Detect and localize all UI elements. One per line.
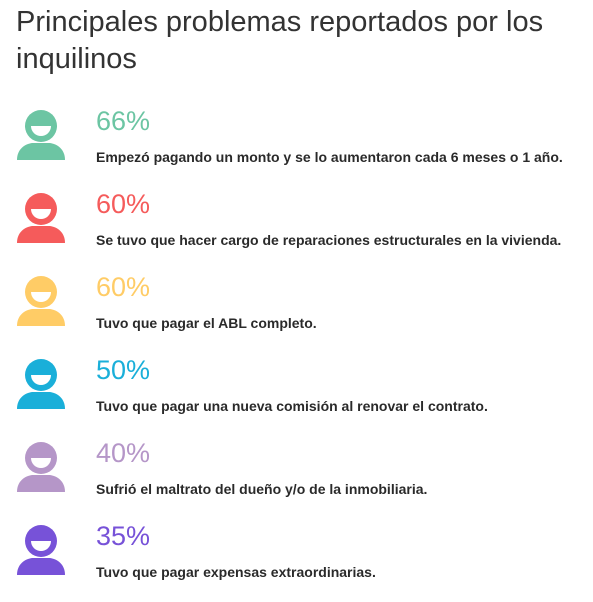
- person-smile: [31, 292, 51, 302]
- percentage-value: 60%: [96, 272, 151, 302]
- person-icon: [17, 193, 65, 243]
- person-smile: [31, 126, 51, 136]
- problem-description: Tuvo que pagar el ABL completo.: [96, 315, 317, 331]
- percentage-value: 50%: [96, 355, 151, 385]
- problem-description: Sufrió el maltrato del dueño y/o de la i…: [96, 481, 428, 497]
- person-smile: [31, 375, 51, 385]
- problem-description: Empezó pagando un monto y se lo aumentar…: [96, 149, 563, 165]
- person-icon: [17, 110, 65, 160]
- problem-description: Tuvo que pagar expensas extraordinarias.: [96, 564, 376, 580]
- person-smile: [31, 541, 51, 551]
- person-body: [17, 558, 65, 575]
- person-body: [17, 226, 65, 243]
- list-item: 60% Tuvo que pagar el ABL completo.: [0, 270, 593, 353]
- person-body: [17, 475, 65, 492]
- problem-description: Se tuvo que hacer cargo de reparaciones …: [96, 232, 562, 248]
- list-item: 35% Tuvo que pagar expensas extraordinari…: [0, 519, 593, 602]
- person-body: [17, 143, 65, 160]
- person-icon: [17, 525, 65, 575]
- list-item: 66% Empezó pagando un monto y se lo aumen…: [0, 104, 593, 187]
- problem-list: 66% Empezó pagando un monto y se lo aumen…: [0, 104, 593, 602]
- person-body: [17, 309, 65, 326]
- person-icon: [17, 442, 65, 492]
- list-item: 50% Tuvo que pagar una nueva comisión al …: [0, 353, 593, 436]
- list-item: 40% Sufrió el maltrato del dueño y/o de l…: [0, 436, 593, 519]
- person-smile: [31, 209, 51, 219]
- person-body: [17, 392, 65, 409]
- percentage-value: 60%: [96, 189, 151, 219]
- problem-description: Tuvo que pagar una nueva comisión al ren…: [96, 398, 488, 414]
- list-item: 60% Se tuvo que hacer cargo de reparacion…: [0, 187, 593, 270]
- person-icon: [17, 359, 65, 409]
- percentage-value: 40%: [96, 438, 151, 468]
- page-title: Principales problemas reportados por los…: [16, 6, 544, 75]
- person-icon: [17, 276, 65, 326]
- percentage-value: 35%: [96, 521, 151, 551]
- person-smile: [31, 458, 51, 468]
- percentage-value: 66%: [96, 106, 151, 136]
